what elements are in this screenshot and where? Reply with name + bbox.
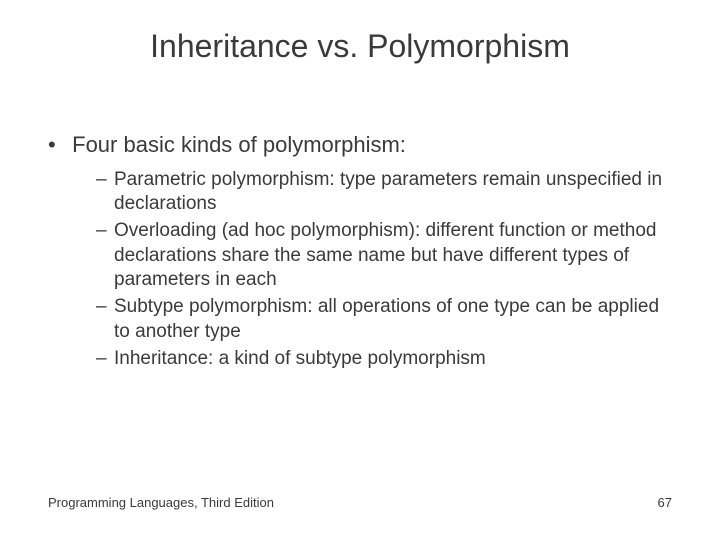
sub-bullet-marker: – xyxy=(96,219,114,293)
sub-bullet-text: Overloading (ad hoc polymorphism): diffe… xyxy=(114,219,672,293)
sub-bullet-item: – Parametric polymorphism: type paramete… xyxy=(96,168,672,217)
sub-bullet-item: – Subtype polymorphism: all operations o… xyxy=(96,295,672,344)
bullet-marker: • xyxy=(48,130,66,160)
sub-bullet-text: Subtype polymorphism: all operations of … xyxy=(114,295,672,344)
footer-source: Programming Languages, Third Edition xyxy=(48,495,274,510)
sub-bullet-marker: – xyxy=(96,295,114,344)
sub-bullet-marker: – xyxy=(96,347,114,372)
sub-bullet-list: – Parametric polymorphism: type paramete… xyxy=(96,168,672,372)
slide: Inheritance vs. Polymorphism • Four basi… xyxy=(0,0,720,540)
sub-bullet-text: Inheritance: a kind of subtype polymorph… xyxy=(114,347,672,372)
sub-bullet-marker: – xyxy=(96,168,114,217)
page-number: 67 xyxy=(658,495,672,510)
bullet-text: Four basic kinds of polymorphism: xyxy=(72,130,406,160)
bullet-item: • Four basic kinds of polymorphism: xyxy=(48,130,672,160)
sub-bullet-item: – Overloading (ad hoc polymorphism): dif… xyxy=(96,219,672,293)
slide-body: • Four basic kinds of polymorphism: – Pa… xyxy=(48,130,672,373)
sub-bullet-item: – Inheritance: a kind of subtype polymor… xyxy=(96,347,672,372)
sub-bullet-text: Parametric polymorphism: type parameters… xyxy=(114,168,672,217)
slide-title: Inheritance vs. Polymorphism xyxy=(0,28,720,65)
